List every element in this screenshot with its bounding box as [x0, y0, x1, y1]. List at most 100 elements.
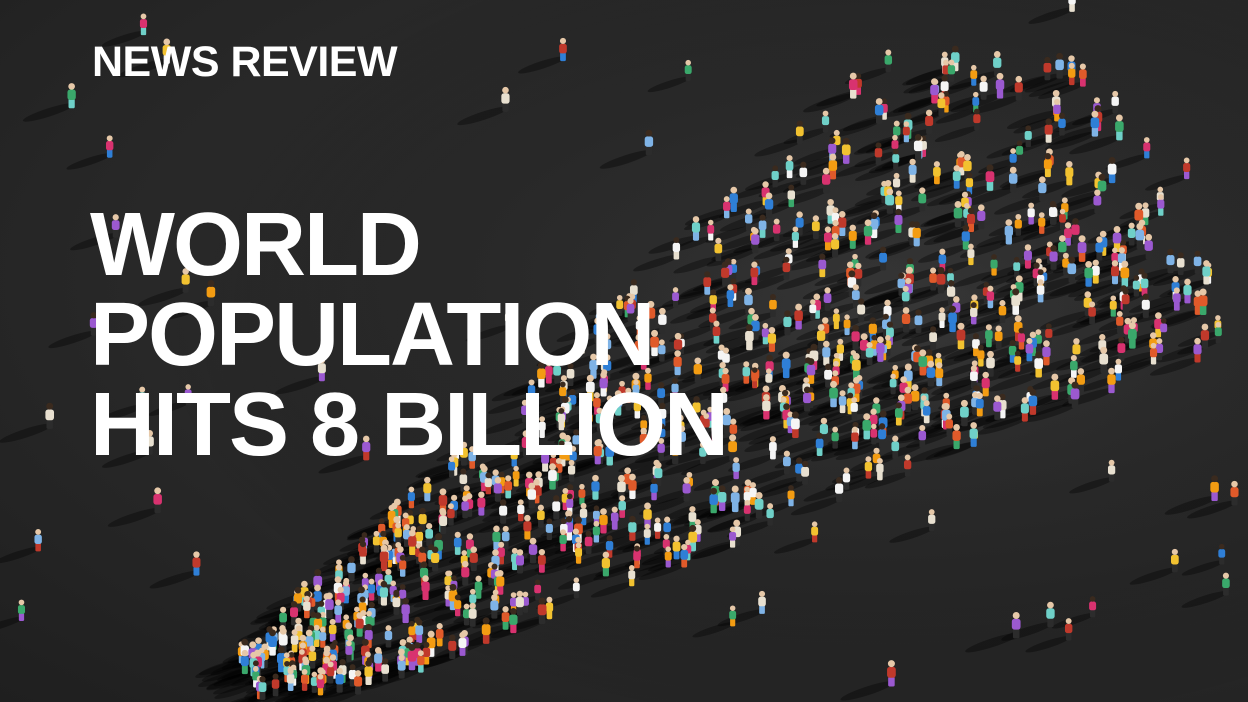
person-figure: [1077, 235, 1087, 262]
person-figure: [316, 673, 325, 696]
person-shadow: [1047, 319, 1095, 337]
person-figure: [510, 444, 518, 467]
person-figure: [764, 192, 774, 218]
person-shadow: [767, 313, 820, 333]
person-figure: [935, 362, 944, 387]
person-figure: [728, 434, 738, 461]
person-shadow: [748, 428, 793, 445]
person-shadow: [790, 496, 842, 516]
person-figure: [461, 560, 470, 586]
person-figure: [754, 491, 764, 519]
person-figure: [672, 287, 679, 308]
person-figure: [794, 303, 803, 330]
person-shadow: [770, 403, 814, 420]
person-figure: [431, 546, 440, 572]
person-shadow: [578, 487, 631, 506]
person-shadow: [1029, 357, 1080, 376]
person-figure: [933, 161, 941, 185]
person-figure: [821, 110, 830, 133]
person-figure: [831, 426, 839, 449]
person-figure: [709, 487, 718, 514]
person-figure: [1121, 288, 1130, 313]
person-figure: [1027, 202, 1035, 225]
person-figure: [876, 457, 884, 481]
headline-line-2: POPULATION: [90, 285, 655, 385]
person-shadow: [727, 385, 772, 402]
person-figure: [1025, 337, 1034, 362]
person-figure: [111, 214, 120, 238]
person-figure: [501, 86, 510, 112]
person-figure: [585, 408, 593, 430]
person-shadow: [590, 581, 635, 598]
person-shadow: [785, 156, 836, 175]
person-shadow: [853, 390, 896, 406]
person-shadow: [627, 563, 671, 579]
person-shadow: [931, 378, 978, 395]
person-figure: [901, 285, 910, 309]
person-figure: [925, 109, 934, 135]
person-figure: [672, 535, 681, 560]
person-figure: [769, 293, 777, 317]
person-figure: [765, 368, 773, 390]
person-shadow: [681, 455, 736, 476]
person-figure: [334, 599, 343, 623]
person-figure: [1107, 459, 1116, 482]
person-figure: [517, 499, 525, 522]
person-shadow: [840, 208, 893, 228]
person-figure: [325, 592, 334, 619]
person-figure: [17, 599, 26, 621]
person-figure: [673, 350, 682, 376]
person-figure: [568, 388, 577, 413]
person-shadow: [557, 571, 609, 590]
person-figure: [537, 361, 546, 388]
person-shadow: [842, 115, 887, 132]
person-figure: [799, 161, 808, 185]
person-figure: [1064, 222, 1072, 246]
person-figure: [644, 129, 654, 156]
person-figure: [1107, 156, 1117, 184]
person-shadow: [1149, 357, 1201, 376]
person-shadow: [1111, 360, 1157, 376]
person-figure: [448, 634, 457, 660]
person-figure: [981, 371, 990, 397]
person-figure: [1183, 157, 1191, 180]
person-figure: [821, 167, 831, 194]
person-shadow: [633, 395, 678, 412]
person-figure: [384, 625, 393, 648]
person-shadow: [1164, 495, 1218, 515]
person-figure: [859, 333, 869, 360]
person-shadow: [885, 98, 938, 117]
kicker-label: NEWS REVIEW: [92, 38, 398, 86]
person-figure: [1200, 323, 1210, 349]
person-figure: [782, 256, 791, 280]
person-figure: [914, 309, 923, 333]
person-figure: [783, 450, 791, 475]
person-figure: [723, 196, 731, 219]
person-figure: [633, 545, 641, 569]
person-shadow: [1038, 281, 1092, 301]
person-shadow: [1028, 7, 1075, 24]
person-shadow: [758, 479, 808, 498]
person-shadow: [864, 472, 911, 489]
person-shadow: [1129, 567, 1178, 585]
person-figure: [644, 396, 653, 418]
person-figure: [732, 457, 740, 480]
person-figure: [977, 344, 985, 367]
person-figure: [664, 546, 672, 568]
person-shadow: [423, 566, 467, 583]
person-figure: [1050, 373, 1060, 400]
person-figure: [721, 367, 730, 392]
person-shadow: [1181, 590, 1229, 608]
person-shadow: [635, 303, 678, 319]
person-figure: [1117, 336, 1126, 361]
person-shadow: [774, 538, 818, 554]
person-figure: [843, 314, 851, 336]
person-shadow: [882, 412, 927, 428]
person-shadow: [101, 30, 146, 47]
person-figure: [379, 544, 389, 572]
person-shadow: [686, 302, 733, 320]
person-shadow: [406, 470, 458, 489]
person-shadow: [254, 606, 300, 624]
person-figure: [811, 521, 819, 543]
